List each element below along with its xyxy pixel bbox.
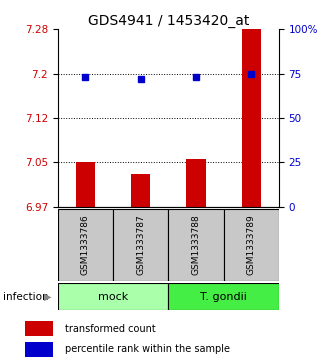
Text: mock: mock (98, 292, 128, 302)
Text: GSM1333789: GSM1333789 (247, 215, 256, 276)
Bar (25, 321, 53, 336)
Bar (58, 283, 168, 310)
Bar (58, 209, 113, 281)
Text: GSM1333788: GSM1333788 (191, 215, 200, 276)
Text: infection: infection (3, 292, 49, 302)
Text: GSM1333786: GSM1333786 (81, 215, 90, 276)
Bar (113, 209, 168, 281)
Text: percentile rank within the sample: percentile rank within the sample (65, 344, 230, 354)
Text: ▶: ▶ (44, 292, 51, 302)
Bar (186, 159, 206, 207)
Bar (223, 209, 279, 281)
Bar (25, 342, 53, 357)
Text: GSM1333787: GSM1333787 (136, 215, 145, 276)
Text: transformed count: transformed count (65, 324, 155, 334)
Bar (131, 174, 150, 207)
Bar (242, 29, 261, 207)
Bar (168, 209, 224, 281)
Text: T. gondii: T. gondii (200, 292, 247, 302)
Bar (168, 283, 279, 310)
Bar (76, 163, 95, 207)
Title: GDS4941 / 1453420_at: GDS4941 / 1453420_at (87, 14, 249, 28)
